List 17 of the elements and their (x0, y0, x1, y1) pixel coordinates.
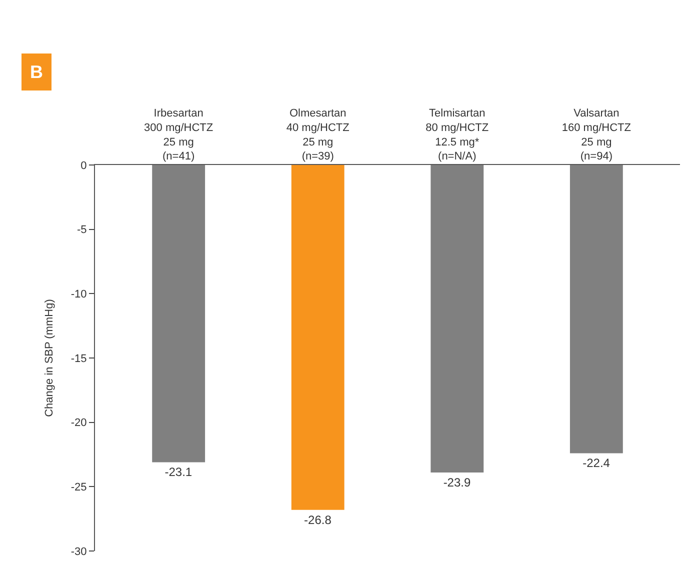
data-label: -23.9 (443, 476, 471, 490)
y-tick-label: -15 (70, 352, 87, 365)
y-tick-label: -10 (70, 288, 87, 301)
y-tick-label: -25 (70, 482, 87, 494)
y-tick-label: -20 (70, 417, 87, 430)
text: B (30, 62, 43, 82)
x-tick-label: Valsartan 160 mg/HCTZ 25 mg (n=94) (562, 108, 632, 163)
x-tick-label: Irbesartan 300 mg/HCTZ 25 mg (n=41) (144, 108, 214, 163)
data-label: -26.8 (304, 512, 332, 527)
y-tick-label: 0 (80, 160, 87, 172)
data-label: -22.4 (582, 456, 610, 470)
data-label: -23.1 (164, 465, 192, 480)
y-axis-title: Change in SBP (mmHg) (44, 299, 56, 417)
x-tick-label: Telmisartan 80 mg/HCTZ 12.5 mg* (n=N/A) (426, 108, 489, 163)
y-tick-label: -5 (77, 224, 87, 236)
y-tick-label: -30 (70, 546, 87, 558)
x-tick-label: Olmesartan 40 mg/HCTZ 25 mg (n=39) (286, 108, 350, 163)
